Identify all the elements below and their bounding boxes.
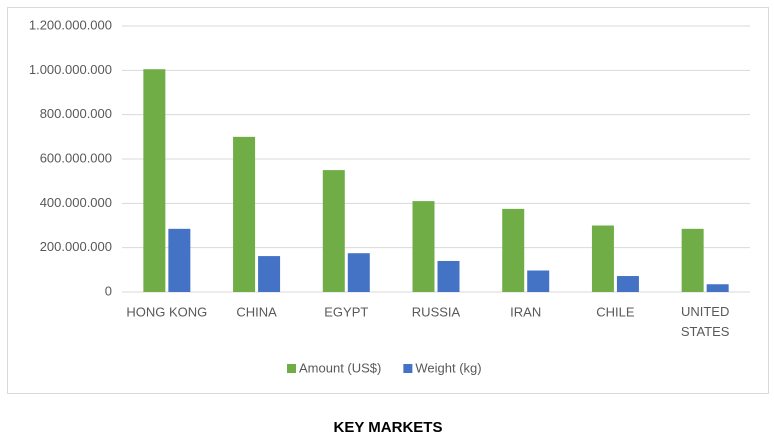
chart-frame [7,7,769,394]
legend-swatch [287,364,296,373]
x-tick-label: IRAN [510,304,541,319]
bar [591,225,614,292]
y-tick-label: 800.000.000 [40,106,112,121]
bar [616,276,639,292]
y-tick-label: 400.000.000 [40,195,112,210]
chart-title: KEY MARKETS [334,419,443,436]
bar [347,253,370,292]
bar [527,270,550,292]
bar [168,228,191,292]
bar [322,170,345,292]
bar [258,256,281,292]
bar [681,228,704,292]
x-tick-label-line: UNITED [681,304,729,319]
legend-label: Amount (US$) [299,360,381,375]
legend-swatch [403,364,413,373]
bar [502,208,525,292]
y-tick-label: 600.000.000 [40,150,112,165]
y-tick-label: 1.000.000.000 [29,62,112,77]
bar [706,284,729,292]
x-tick-label: CHINA [236,304,277,319]
x-tick-label: HONG KONG [126,304,207,319]
bar [412,201,435,292]
bar [143,69,166,292]
x-tick-label: RUSSIA [412,304,461,319]
y-tick-label: 1.200.000.000 [29,17,112,32]
bar [233,136,256,292]
x-tick-label-line: STATES [681,324,730,339]
bar [437,260,460,292]
y-tick-label: 0 [105,283,112,298]
x-tick-label: CHILE [596,304,635,319]
legend-label: Weight (kg) [415,360,481,375]
y-tick-label: 200.000.000 [40,239,112,254]
x-tick-label: EGYPT [324,304,368,319]
x-tick-label: UNITED STATES [681,304,730,339]
